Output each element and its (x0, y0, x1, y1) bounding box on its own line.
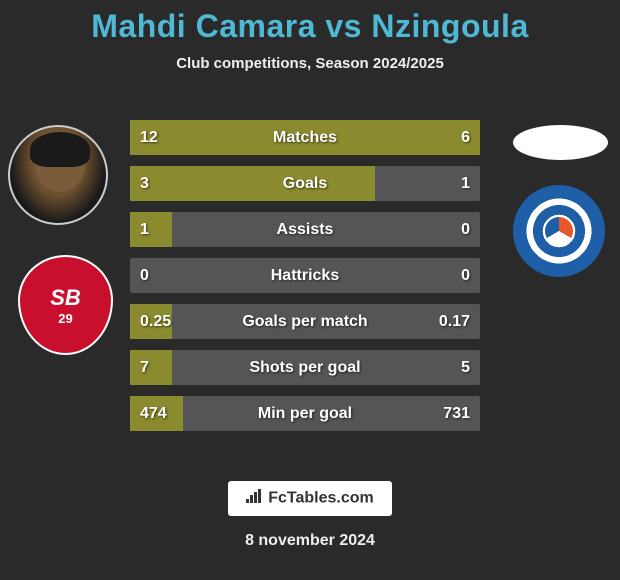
stat-label: Matches (130, 129, 480, 147)
stat-value-right: 5 (461, 359, 470, 377)
right-badges-group (513, 125, 608, 277)
stat-value-right: 1 (461, 175, 470, 193)
stat-row: 7Shots per goal5 (130, 350, 480, 385)
brand-text: FcTables.com (268, 490, 374, 507)
stat-value-right: 731 (443, 405, 470, 423)
stat-label: Shots per goal (130, 359, 480, 377)
stat-label: Goals (130, 175, 480, 193)
club-badge-left-initials: SB (50, 285, 81, 311)
footer-date: 8 november 2024 (0, 532, 620, 550)
stat-label: Assists (130, 221, 480, 239)
left-badges-group: SB 29 (8, 125, 113, 355)
stat-row: 0Hattricks0 (130, 258, 480, 293)
stat-label: Hattricks (130, 267, 480, 285)
stat-label: Min per goal (130, 405, 480, 423)
player-photo-left (8, 125, 108, 225)
stat-row: 3Goals1 (130, 166, 480, 201)
brand-logo: FcTables.com (228, 481, 392, 516)
page-subtitle: Club competitions, Season 2024/2025 (0, 55, 620, 72)
stat-row: 474Min per goal731 (130, 396, 480, 431)
stat-value-right: 0 (461, 267, 470, 285)
player-photo-right (513, 125, 608, 160)
club-badge-left: SB 29 (18, 255, 113, 355)
stat-value-right: 0 (461, 221, 470, 239)
stat-label: Goals per match (130, 313, 480, 331)
page-title: Mahdi Camara vs Nzingoula (0, 8, 620, 45)
chart-icon (246, 489, 264, 508)
stats-container: 12Matches63Goals11Assists00Hattricks00.2… (130, 120, 480, 442)
stat-value-right: 0.17 (439, 313, 470, 331)
club-badge-left-number: 29 (58, 311, 72, 326)
stat-row: 0.25Goals per match0.17 (130, 304, 480, 339)
stat-row: 12Matches6 (130, 120, 480, 155)
club-badge-right (513, 185, 605, 277)
stat-row: 1Assists0 (130, 212, 480, 247)
stat-value-right: 6 (461, 129, 470, 147)
